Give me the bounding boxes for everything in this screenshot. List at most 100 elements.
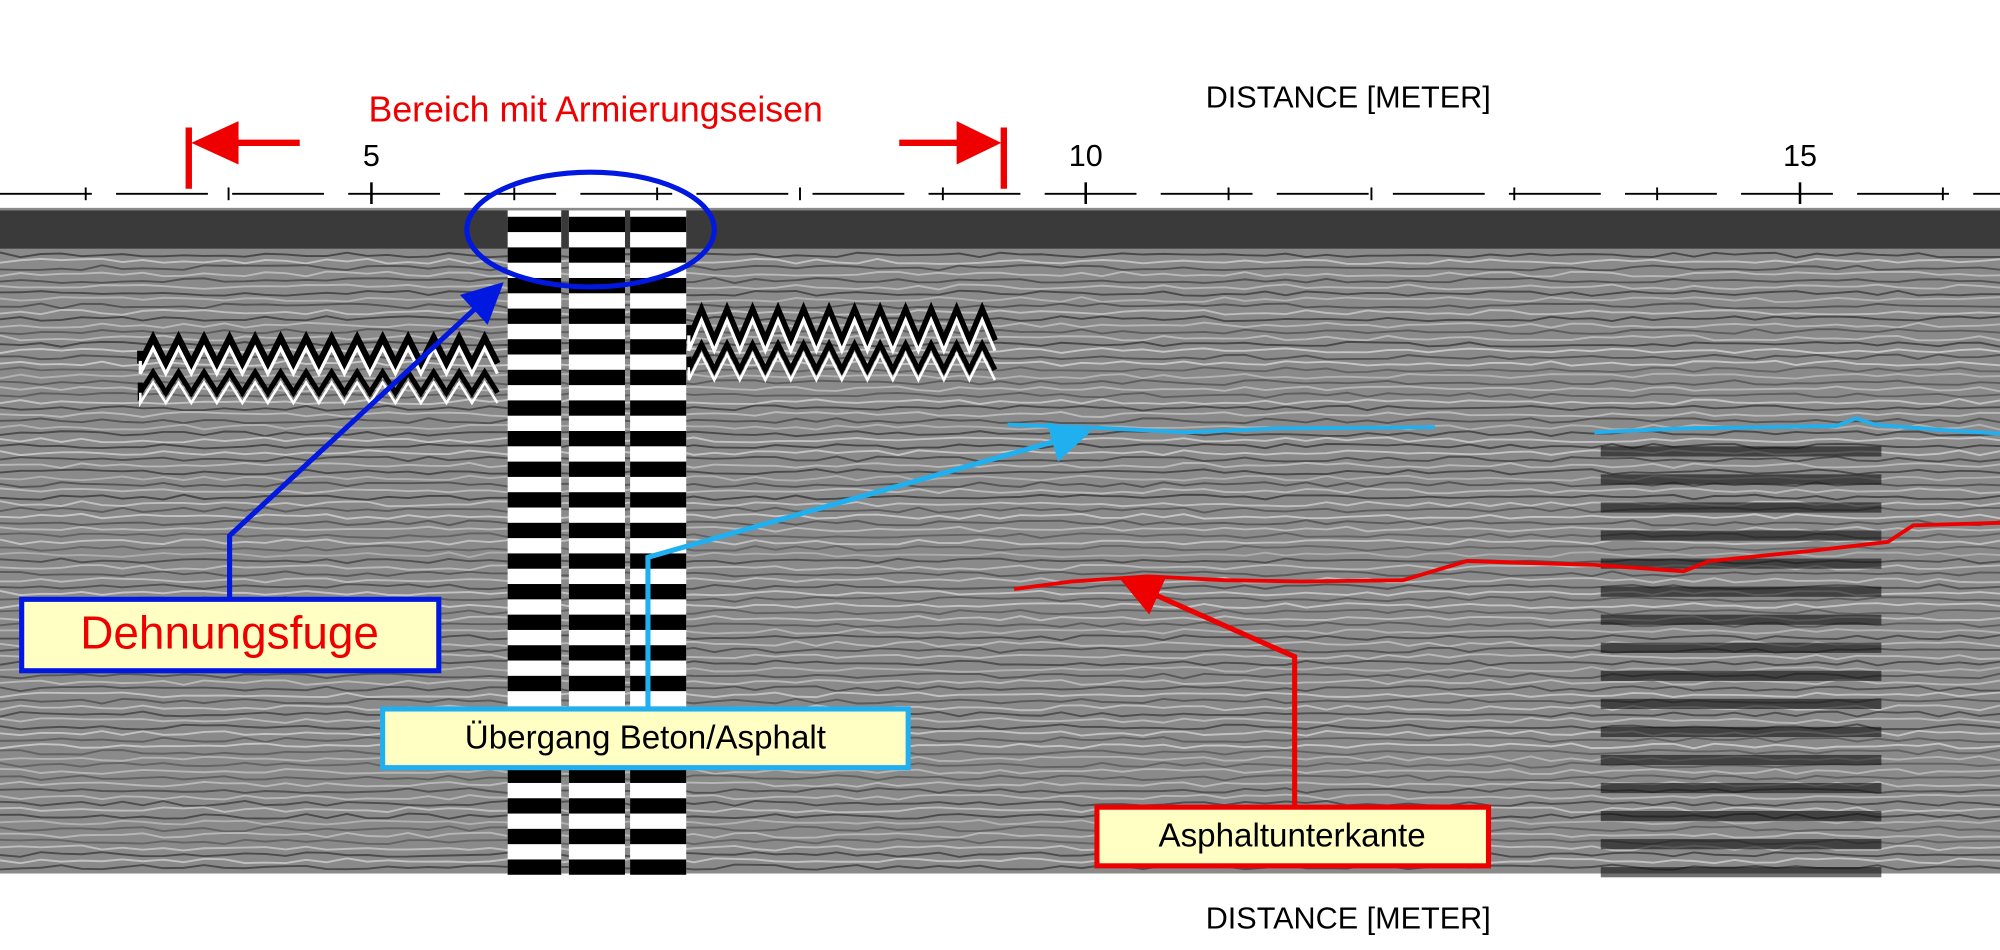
- layer-band: [1600, 811, 1882, 822]
- joint-band: [630, 584, 687, 600]
- reflection: [0, 417, 2000, 425]
- reflection: [0, 257, 2000, 265]
- reflection: [0, 736, 2000, 744]
- reflection: [0, 379, 2000, 386]
- layer-band: [1600, 642, 1882, 653]
- transition-label: Übergang Beton/Asphalt: [465, 719, 826, 756]
- axis-label-bottom: DISTANCE [METER]: [1206, 902, 1491, 936]
- joint-band: [568, 675, 625, 692]
- joint-band: [568, 400, 625, 416]
- reflection: [0, 296, 2000, 304]
- joint-band: [507, 431, 562, 447]
- reflection: [0, 321, 2000, 329]
- reflection: [0, 493, 2000, 501]
- reflection: [0, 468, 2000, 476]
- reflection: [0, 570, 2000, 578]
- reflection: [0, 850, 2000, 858]
- layer-band: [1600, 698, 1882, 709]
- rebar-hyperbola: [137, 367, 500, 402]
- rebar-hyperbola: [686, 338, 998, 376]
- joint-band: [568, 798, 625, 814]
- joint-band: [630, 339, 687, 355]
- reflection: [0, 806, 2000, 814]
- reflection: [0, 283, 2000, 291]
- layer-band: [1600, 782, 1882, 794]
- joint-band: [568, 247, 625, 263]
- reflection: [0, 793, 2000, 801]
- joint-band: [630, 798, 687, 814]
- joint-band: [507, 553, 562, 569]
- reflection: [0, 710, 2000, 718]
- joint-band: [507, 798, 562, 814]
- reflection: [0, 780, 2000, 788]
- reflection: [0, 748, 2000, 756]
- joint-band: [507, 828, 562, 845]
- rebar-hyperbola: [139, 380, 499, 408]
- joint-band: [507, 308, 562, 324]
- reflection: [0, 761, 2000, 769]
- joint-band: [568, 339, 625, 355]
- joint-band: [568, 828, 625, 845]
- reflection: [0, 774, 2000, 782]
- tick-label: 15: [1783, 139, 1817, 173]
- reflection: [0, 423, 2000, 431]
- joint-band: [568, 645, 625, 661]
- joint-band: [568, 614, 625, 630]
- joint-band: [630, 553, 687, 569]
- joint-band: [507, 461, 562, 477]
- joint-band: [507, 369, 562, 386]
- reflection: [0, 799, 2000, 807]
- joint-band: [568, 767, 625, 783]
- joint-band: [630, 216, 687, 233]
- joint-band: [630, 767, 687, 783]
- joint-band: [630, 522, 687, 539]
- reflection: [0, 455, 2000, 463]
- joint-band: [507, 216, 562, 233]
- reflection: [0, 685, 2000, 693]
- joint-band: [630, 614, 687, 630]
- reflection: [0, 289, 2000, 297]
- joint-band: [507, 675, 562, 692]
- rebar-hyperbola: [685, 301, 998, 349]
- reflection: [0, 391, 2000, 399]
- reflection: [0, 328, 2000, 336]
- tick-label: 5: [363, 139, 380, 173]
- joint-band: [630, 247, 687, 263]
- layer-band: [1600, 502, 1882, 513]
- reflection: [0, 430, 2000, 438]
- reflection: [0, 544, 2000, 552]
- joint-band: [568, 431, 625, 447]
- reflection: [0, 551, 2000, 559]
- layer-band: [1600, 867, 1882, 878]
- reflection: [0, 308, 2000, 316]
- reflection: [0, 353, 2000, 361]
- joint-band: [630, 492, 687, 508]
- joint-pointer: [227, 282, 504, 600]
- layer-band: [1600, 726, 1882, 738]
- joint-band: [630, 675, 687, 692]
- layer-band: [1600, 839, 1882, 850]
- joint-band: [507, 400, 562, 416]
- layer-band: [1600, 586, 1882, 597]
- asphalt-box: [1094, 804, 1492, 869]
- joint-band: [568, 522, 625, 539]
- layer-band: [1600, 614, 1882, 625]
- rebar-hyperbola: [138, 344, 499, 378]
- joint-box: [19, 596, 442, 674]
- joint-band: [568, 584, 625, 600]
- layer-band: [1600, 446, 1882, 457]
- joint-label: Dehnungsfuge: [80, 606, 379, 658]
- joint-band: [568, 461, 625, 477]
- joint-ellipse: [464, 169, 717, 290]
- reflection: [0, 270, 2000, 278]
- joint-band: [630, 859, 687, 875]
- joint-band: [568, 308, 625, 324]
- reflection: [0, 716, 2000, 724]
- joint-band: [507, 339, 562, 355]
- reflection: [0, 302, 2000, 310]
- rebar-hyperbola: [687, 315, 997, 355]
- joint-band: [568, 859, 625, 875]
- joint-band: [507, 492, 562, 508]
- joint-band: [507, 859, 562, 875]
